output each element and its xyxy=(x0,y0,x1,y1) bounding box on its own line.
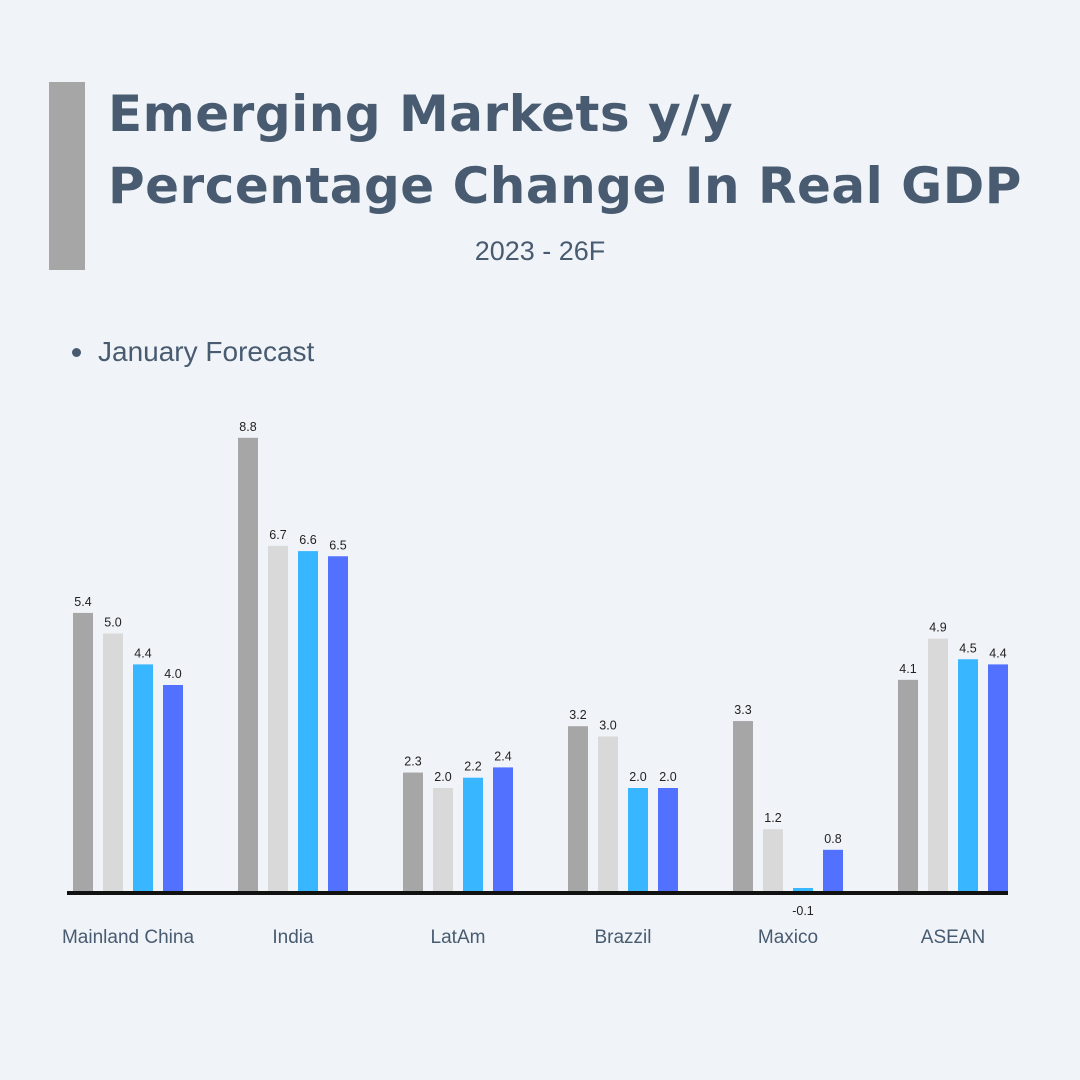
category-label: Brazzil xyxy=(594,927,651,948)
data-label-0-2: 4.4 xyxy=(134,646,151,660)
bar-3-1 xyxy=(598,736,618,891)
data-label-5-1: 4.9 xyxy=(929,621,946,635)
bar-2-0 xyxy=(403,772,423,891)
legend-bullet-icon xyxy=(72,347,81,357)
data-label-4-1: 1.2 xyxy=(764,811,781,825)
chart-subtitle: 2023 - 26F xyxy=(474,236,606,266)
bar-5-2 xyxy=(958,659,978,891)
category-label: Mainland China xyxy=(62,927,194,948)
data-label-5-0: 4.1 xyxy=(899,662,916,676)
bar-2-2 xyxy=(463,777,483,891)
bar-1-3 xyxy=(328,556,348,891)
bar-5-0 xyxy=(898,679,918,891)
legend-label: January Forecast xyxy=(98,336,315,367)
data-label-3-3: 2.0 xyxy=(659,770,676,784)
data-label-4-2: -0.1 xyxy=(792,904,814,918)
data-label-4-3: 0.8 xyxy=(824,832,841,846)
bar-0-3 xyxy=(163,685,183,891)
data-label-2-1: 2.0 xyxy=(434,770,451,784)
title-line-2: Percentage Change In Real GDP xyxy=(108,157,1022,215)
data-label-1-2: 6.6 xyxy=(299,533,316,547)
bar-0-0 xyxy=(73,612,93,891)
data-label-3-0: 3.2 xyxy=(569,708,586,722)
data-label-1-3: 6.5 xyxy=(329,538,346,552)
category-label: Maxico xyxy=(758,927,818,948)
data-label-1-0: 8.8 xyxy=(239,420,256,434)
data-label-2-3: 2.4 xyxy=(494,749,511,763)
data-label-2-2: 2.2 xyxy=(464,760,481,774)
category-label: LatAm xyxy=(431,927,486,948)
bar-3-3 xyxy=(658,788,678,891)
bar-2-3 xyxy=(493,767,513,891)
bar-5-3 xyxy=(988,664,1008,891)
bar-1-1 xyxy=(268,545,288,891)
bar-4-3 xyxy=(823,849,843,891)
chart-title: Emerging Markets y/y Percentage Change I… xyxy=(108,78,1048,222)
bar-3-2 xyxy=(628,788,648,891)
bar-4-1 xyxy=(763,829,783,891)
data-label-5-2: 4.5 xyxy=(959,641,976,655)
title-line-1: Emerging Markets y/y xyxy=(108,85,734,143)
bar-2-1 xyxy=(433,788,453,891)
bar-5-1 xyxy=(928,638,948,891)
bar-4-2 xyxy=(793,888,813,894)
data-label-3-2: 2.0 xyxy=(629,770,646,784)
data-label-3-1: 3.0 xyxy=(599,719,616,733)
category-label: India xyxy=(272,927,314,948)
data-label-0-0: 5.4 xyxy=(74,595,91,609)
data-label-0-3: 4.0 xyxy=(164,667,181,681)
bar-4-0 xyxy=(733,721,753,891)
bar-0-2 xyxy=(133,664,153,891)
bar-0-1 xyxy=(103,633,123,891)
category-label: ASEAN xyxy=(921,927,985,948)
data-label-2-0: 2.3 xyxy=(404,755,421,769)
bar-3-0 xyxy=(568,726,588,891)
data-label-1-1: 6.7 xyxy=(269,528,286,542)
bar-1-0 xyxy=(238,437,258,891)
data-label-4-0: 3.3 xyxy=(734,703,751,717)
accent-bar xyxy=(49,82,85,270)
bar-1-2 xyxy=(298,551,318,891)
legend: January Forecast xyxy=(72,336,314,368)
data-label-5-3: 4.4 xyxy=(989,646,1006,660)
data-label-0-1: 5.0 xyxy=(104,616,121,630)
